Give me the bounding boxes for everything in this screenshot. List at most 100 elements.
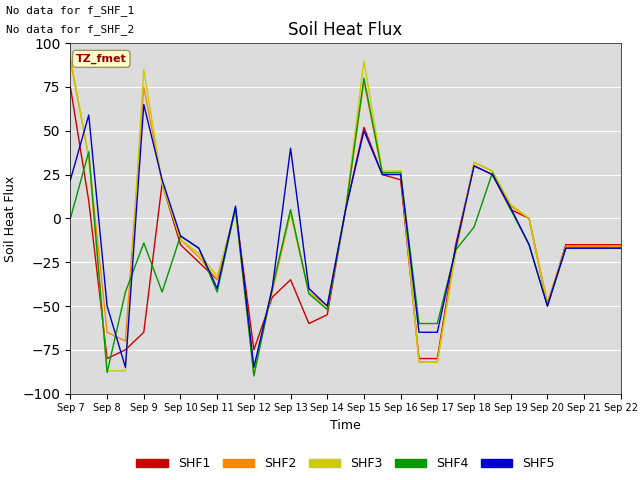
SHF5 <box>177 233 184 239</box>
SHF5 <box>433 329 441 335</box>
Line: SHF1: SHF1 <box>70 87 621 359</box>
SHF5 <box>415 329 423 335</box>
SHF3 <box>85 154 93 160</box>
SHF3 <box>452 251 460 256</box>
SHF2 <box>268 289 276 295</box>
SHF4 <box>378 170 386 176</box>
SHF2 <box>580 243 588 249</box>
SHF1 <box>342 207 349 213</box>
SHF2 <box>617 243 625 249</box>
SHF2 <box>342 207 349 213</box>
SHF4 <box>452 247 460 253</box>
SHF3 <box>360 58 368 63</box>
SHF3 <box>305 289 313 295</box>
SHF2 <box>543 300 551 305</box>
SHF3 <box>140 67 148 72</box>
SHF1 <box>323 312 331 318</box>
SHF4 <box>195 245 203 251</box>
SHF4 <box>562 245 570 251</box>
SHF5 <box>470 163 478 168</box>
SHF4 <box>250 373 258 379</box>
SHF1 <box>140 329 148 335</box>
SHF2 <box>598 243 606 249</box>
SHF5 <box>250 364 258 370</box>
SHF5 <box>85 112 93 118</box>
SHF4 <box>158 289 166 295</box>
SHF2 <box>287 210 294 216</box>
SHF1 <box>415 356 423 361</box>
SHF5 <box>488 172 496 178</box>
SHF5 <box>287 145 294 151</box>
SHF3 <box>103 368 111 374</box>
SHF5 <box>562 245 570 251</box>
SHF1 <box>598 242 606 248</box>
SHF5 <box>323 303 331 309</box>
SHF5 <box>140 102 148 108</box>
SHF2 <box>562 243 570 249</box>
Text: No data for f_SHF_1: No data for f_SHF_1 <box>6 5 134 16</box>
SHF3 <box>433 359 441 365</box>
SHF2 <box>323 303 331 309</box>
SHF4 <box>232 205 239 211</box>
SHF5 <box>617 245 625 251</box>
SHF4 <box>67 216 74 221</box>
Y-axis label: Soil Heat Flux: Soil Heat Flux <box>4 175 17 262</box>
SHF1 <box>268 294 276 300</box>
SHF2 <box>378 170 386 176</box>
SHF2 <box>177 237 184 242</box>
SHF4 <box>598 245 606 251</box>
SHF2 <box>305 289 313 295</box>
SHF3 <box>415 359 423 365</box>
SHF2 <box>488 168 496 174</box>
SHF4 <box>433 321 441 326</box>
SHF5 <box>543 303 551 309</box>
SHF2 <box>85 154 93 160</box>
SHF2 <box>158 180 166 186</box>
SHF5 <box>213 286 221 291</box>
SHF4 <box>287 207 294 213</box>
SHF4 <box>323 307 331 312</box>
SHF4 <box>268 286 276 291</box>
SHF4 <box>360 75 368 81</box>
SHF2 <box>122 338 129 344</box>
SHF5 <box>580 245 588 251</box>
SHF3 <box>617 245 625 251</box>
SHF1 <box>562 242 570 248</box>
SHF3 <box>525 216 533 221</box>
SHF5 <box>360 128 368 133</box>
SHF4 <box>140 240 148 246</box>
SHF1 <box>378 172 386 178</box>
SHF1 <box>250 347 258 353</box>
SHF4 <box>122 289 129 295</box>
SHF2 <box>360 79 368 84</box>
SHF4 <box>543 303 551 309</box>
Legend: SHF1, SHF2, SHF3, SHF4, SHF5: SHF1, SHF2, SHF3, SHF4, SHF5 <box>131 453 560 475</box>
SHF3 <box>323 307 331 312</box>
SHF2 <box>415 359 423 365</box>
SHF1 <box>397 177 404 183</box>
SHF4 <box>342 207 349 213</box>
SHF1 <box>305 321 313 326</box>
SHF1 <box>103 356 111 361</box>
SHF4 <box>397 170 404 176</box>
SHF3 <box>470 159 478 165</box>
SHF2 <box>213 277 221 283</box>
SHF3 <box>177 237 184 242</box>
SHF2 <box>232 207 239 213</box>
SHF3 <box>580 245 588 251</box>
SHF2 <box>103 329 111 335</box>
SHF3 <box>488 168 496 174</box>
SHF2 <box>470 159 478 165</box>
SHF3 <box>232 208 239 214</box>
X-axis label: Time: Time <box>330 419 361 432</box>
SHF3 <box>158 180 166 186</box>
SHF2 <box>507 203 515 209</box>
SHF4 <box>213 289 221 295</box>
SHF4 <box>85 149 93 155</box>
SHF5 <box>103 303 111 309</box>
SHF1 <box>213 277 221 283</box>
Line: SHF5: SHF5 <box>70 105 621 367</box>
SHF5 <box>232 203 239 209</box>
SHF1 <box>287 277 294 283</box>
SHF5 <box>195 245 203 251</box>
